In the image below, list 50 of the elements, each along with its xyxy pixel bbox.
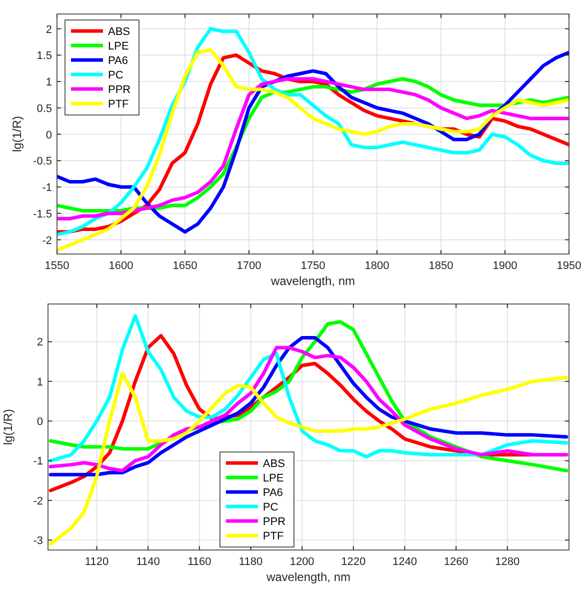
- x-tick-label: 1900: [492, 260, 518, 272]
- y-tick-label: -0.5: [33, 156, 52, 168]
- x-tick-label: 1260: [444, 556, 468, 568]
- legend-label: PA6: [262, 487, 283, 499]
- legend-label: PA6: [108, 55, 128, 67]
- legend-label: PPR: [262, 516, 286, 528]
- x-tick-label: 1700: [236, 260, 262, 272]
- x-tick-label: 1850: [428, 260, 454, 272]
- y-tick-label: -1.5: [33, 208, 52, 220]
- x-tick-label: 1600: [108, 260, 134, 272]
- y-axis-title: lg(1/R): [10, 116, 24, 152]
- x-tick-label: 1950: [556, 260, 581, 272]
- x-tick-label: 1240: [392, 556, 417, 568]
- x-tick-label: 1650: [172, 260, 198, 272]
- legend-label: PC: [108, 70, 124, 82]
- y-tick-label: 0: [36, 416, 43, 428]
- x-tick-label: 1220: [341, 556, 366, 568]
- y-tick-label: -3: [33, 535, 43, 548]
- y-tick-label: 0.5: [36, 102, 52, 115]
- y-tick-label: 1.5: [36, 50, 52, 62]
- y-tick-label: 0: [46, 129, 52, 142]
- y-tick-label: 2: [36, 336, 43, 349]
- x-tick-label: 1280: [495, 556, 520, 568]
- y-tick-label: -1: [33, 456, 43, 468]
- x-tick-label: 1120: [84, 556, 109, 568]
- x-tick-label: 1180: [238, 556, 263, 568]
- legend-label: ABS: [262, 458, 285, 470]
- y-tick-label: 1: [36, 376, 43, 388]
- x-tick-label: 1550: [44, 260, 70, 272]
- x-tick-label: 1800: [364, 260, 390, 272]
- y-tick-label: -2: [42, 234, 52, 247]
- x-tick-label: 1750: [300, 260, 326, 272]
- legend-label: ABS: [108, 26, 130, 38]
- legend-label: LPE: [262, 472, 284, 484]
- line-series: [48, 372, 568, 546]
- y-tick-label: -1: [42, 182, 52, 194]
- legend-label: PPR: [108, 84, 131, 96]
- y-axis-title: lg(1/R): [1, 408, 15, 446]
- y-tick-label: 1: [46, 76, 52, 89]
- y-tick-label: 2: [46, 24, 52, 36]
- x-tick-label: 1140: [136, 556, 160, 568]
- x-tick-label: 1200: [290, 556, 314, 568]
- x-tick-label: 1160: [188, 556, 212, 568]
- legend-label: PTF: [262, 530, 284, 542]
- legend-label: PC: [262, 502, 278, 514]
- legend-label: PTF: [108, 98, 130, 110]
- x-axis-title: wavelength, nm: [265, 570, 351, 584]
- legend-label: LPE: [108, 40, 129, 52]
- x-axis-title: wavelength, nm: [270, 274, 356, 288]
- y-tick-label: -2: [33, 495, 43, 508]
